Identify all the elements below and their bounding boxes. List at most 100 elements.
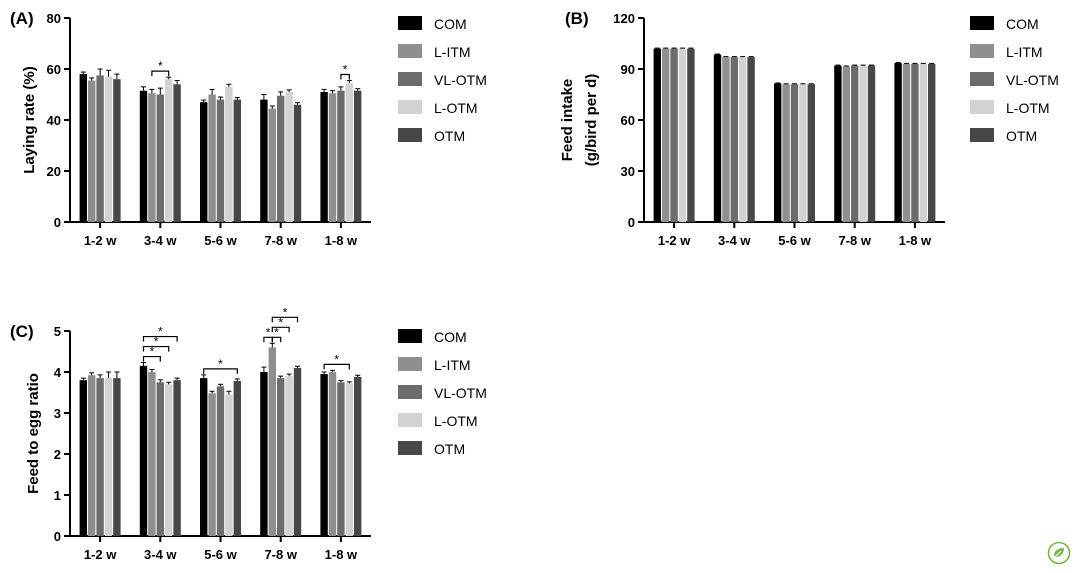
bar-com [79, 74, 87, 222]
bar-otm [807, 84, 815, 222]
bar-l-otm [285, 91, 293, 222]
leaf-logo-icon [1047, 541, 1071, 565]
chart-panel-0: (A) Laying rate (%) 0 20 40 60 80 1-2 w 3-4 w 5-6… [10, 9, 487, 248]
x-tick-label: 7-8 w [838, 233, 871, 248]
y-tick-label: 4 [54, 365, 62, 380]
bar-l-otm [225, 86, 233, 222]
bar-com [653, 48, 661, 222]
bar-l-itm [148, 93, 156, 222]
x-tick-label: 3-4 w [718, 233, 751, 248]
y-tick-label: 0 [54, 215, 61, 230]
panel-letter: (B) [565, 9, 589, 28]
bar-otm [293, 104, 302, 222]
bar-l-itm [88, 375, 96, 536]
bar-vl-otm [96, 378, 104, 536]
legend-label: OTM [434, 128, 465, 144]
legend-label: COM [434, 329, 467, 345]
bar-l-itm [268, 347, 276, 536]
y-tick-label: 20 [47, 164, 61, 179]
legend-swatch-l-otm [398, 100, 422, 114]
legend-swatch-vl-otm [398, 385, 422, 399]
bar-com [713, 54, 722, 222]
x-tick-label: 1-8 w [325, 233, 358, 248]
significance-star: * [154, 335, 159, 349]
x-tick-label: 7-8 w [264, 547, 297, 562]
bar-l-otm [104, 378, 113, 536]
bar-l-otm [104, 76, 113, 223]
x-tick-label: 1-2 w [84, 233, 117, 248]
bar-vl-otm [337, 90, 345, 222]
x-tick-label: 1-8 w [899, 233, 932, 248]
bar-l-otm [165, 384, 173, 536]
y-tick-label: 90 [621, 62, 635, 77]
x-tick-label: 5-6 w [778, 233, 811, 248]
bar-com [260, 372, 268, 536]
legend-label: OTM [1006, 128, 1037, 144]
significance-bracket [142, 345, 170, 352]
bar-l-itm [208, 94, 216, 222]
bar-com [320, 91, 328, 222]
y-axis-label: Feed to egg ratio [25, 373, 42, 494]
x-tick-label: 5-6 w [204, 233, 237, 248]
bar-com [139, 90, 148, 222]
legend-swatch-com [398, 16, 422, 30]
legend-label: OTM [434, 441, 465, 457]
legend-swatch-otm [398, 128, 422, 142]
significance-star: * [343, 62, 348, 76]
legend-label: L-ITM [434, 357, 471, 373]
significance-star: * [278, 315, 283, 329]
panel-letter: (C) [10, 322, 34, 341]
y-tick-label: 60 [621, 113, 635, 128]
x-tick-label: 3-4 w [144, 233, 177, 248]
bar-com [200, 378, 208, 536]
significance-star: * [283, 305, 288, 319]
significance-star: * [266, 325, 271, 339]
y-axis-label-line2: (g/bird per d) [583, 74, 600, 167]
bar-otm [173, 84, 181, 222]
legend-swatch-otm [398, 441, 422, 455]
legend-swatch-l-itm [398, 357, 422, 371]
bar-l-itm [268, 108, 276, 222]
bar-l-itm [842, 66, 850, 222]
legend-swatch-vl-otm [970, 72, 994, 86]
bar-otm [233, 99, 241, 222]
bar-l-itm [662, 48, 670, 222]
bar-vl-otm [216, 386, 225, 536]
x-tick-label: 5-6 w [204, 547, 237, 562]
bar-com [260, 99, 268, 222]
bar-vl-otm [670, 48, 678, 222]
bar-l-itm [782, 84, 790, 222]
legend-label: VL-OTM [434, 385, 487, 401]
y-tick-label: 30 [621, 164, 635, 179]
legend-label: COM [434, 16, 467, 32]
bar-otm [928, 63, 936, 223]
y-axis-label: Feed intake [559, 79, 576, 162]
bar-vl-otm [911, 63, 919, 223]
bar-l-otm [345, 383, 353, 536]
bar-vl-otm [277, 95, 285, 222]
significance-star: * [274, 325, 279, 339]
x-tick-label: 1-8 w [325, 547, 358, 562]
significance-star: * [158, 59, 163, 73]
y-tick-label: 120 [613, 11, 635, 26]
chart-panel-2: (C) Feed to egg ratio 0 1 2 3 4 5 1-2 w 3-4 w 5-6 … [10, 305, 487, 562]
legend-label: VL-OTM [434, 72, 487, 88]
y-axis-label: Laying rate (%) [21, 66, 38, 174]
bar-vl-otm [790, 84, 799, 222]
bar-otm [747, 57, 755, 222]
legend-label: L-ITM [1006, 44, 1043, 60]
significance-bracket [271, 336, 282, 343]
y-tick-label: 40 [47, 113, 61, 128]
bar-otm [233, 381, 241, 536]
y-tick-label: 5 [54, 324, 61, 339]
legend-swatch-com [970, 16, 994, 30]
significance-bracket [142, 355, 161, 362]
legend-label: VL-OTM [1006, 72, 1059, 88]
bar-com [774, 83, 782, 222]
bar-l-itm [88, 80, 96, 222]
y-tick-label: 80 [47, 11, 61, 26]
y-tick-label: 0 [54, 529, 61, 544]
bar-l-itm [208, 393, 216, 536]
bar-l-otm [859, 65, 867, 222]
bar-vl-otm [156, 382, 164, 536]
